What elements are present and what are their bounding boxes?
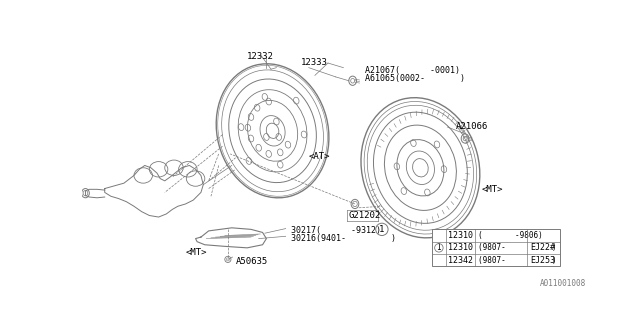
Bar [432,229,560,266]
Text: A21066: A21066 [456,122,488,131]
Text: A21067(      -0001): A21067( -0001) [365,66,460,75]
Text: 1: 1 [436,243,441,252]
Text: (9807-          ): (9807- ) [478,256,557,265]
Text: <MT>: <MT> [186,248,207,257]
Text: 12342: 12342 [448,256,473,265]
Text: EJ253: EJ253 [531,256,556,265]
Text: G21202: G21202 [349,211,381,220]
Text: (       -9806): ( -9806) [478,231,543,240]
Text: 1: 1 [380,225,385,234]
Text: A011001008: A011001008 [540,279,586,288]
Text: 12310: 12310 [448,243,473,252]
Text: 12332: 12332 [247,52,274,61]
Text: 30217(      -9312): 30217( -9312) [291,226,381,235]
Text: <MT>: <MT> [482,185,504,194]
Text: <AT>: <AT> [308,152,330,161]
Text: 12310: 12310 [448,231,473,240]
Text: 12333: 12333 [301,59,328,68]
Text: EJ22#: EJ22# [531,243,556,252]
Text: 30216(9401-         ): 30216(9401- ) [291,234,396,243]
Text: (9807-          ): (9807- ) [478,243,557,252]
Text: A61065(0002-       ): A61065(0002- ) [365,74,465,83]
Text: A50635: A50635 [236,257,268,266]
